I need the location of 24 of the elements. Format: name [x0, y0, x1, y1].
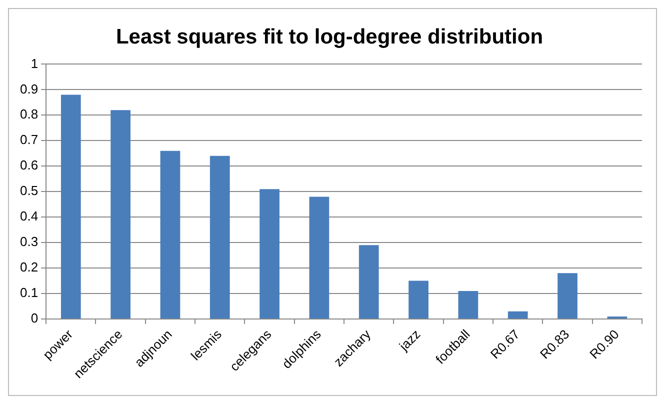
bar — [508, 311, 528, 319]
bar — [408, 280, 428, 319]
y-tick-label: 0 — [30, 310, 38, 326]
y-tick-label: 0.9 — [20, 81, 38, 96]
bar — [358, 245, 379, 319]
y-tick-label: 1 — [30, 56, 38, 71]
y-tick-label: 0.5 — [20, 183, 38, 198]
bar — [210, 156, 230, 319]
y-tick-label: 0.3 — [20, 234, 38, 250]
bar — [110, 110, 130, 319]
bar — [458, 290, 478, 319]
bar — [607, 316, 628, 319]
bar — [260, 189, 280, 319]
chart-title: Least squares fit to log-degree distribution — [116, 25, 544, 48]
y-tick-label: 0.1 — [20, 285, 38, 300]
y-tick-label: 0.2 — [20, 260, 38, 275]
y-tick-label: 0.7 — [20, 132, 38, 148]
y-tick-label: 0.8 — [20, 106, 38, 122]
bar — [309, 196, 330, 319]
y-tick-label: 0.4 — [20, 208, 38, 224]
bar — [160, 150, 180, 319]
bar — [558, 273, 578, 319]
y-tick-label: 0.6 — [20, 158, 38, 173]
bar — [60, 94, 81, 319]
